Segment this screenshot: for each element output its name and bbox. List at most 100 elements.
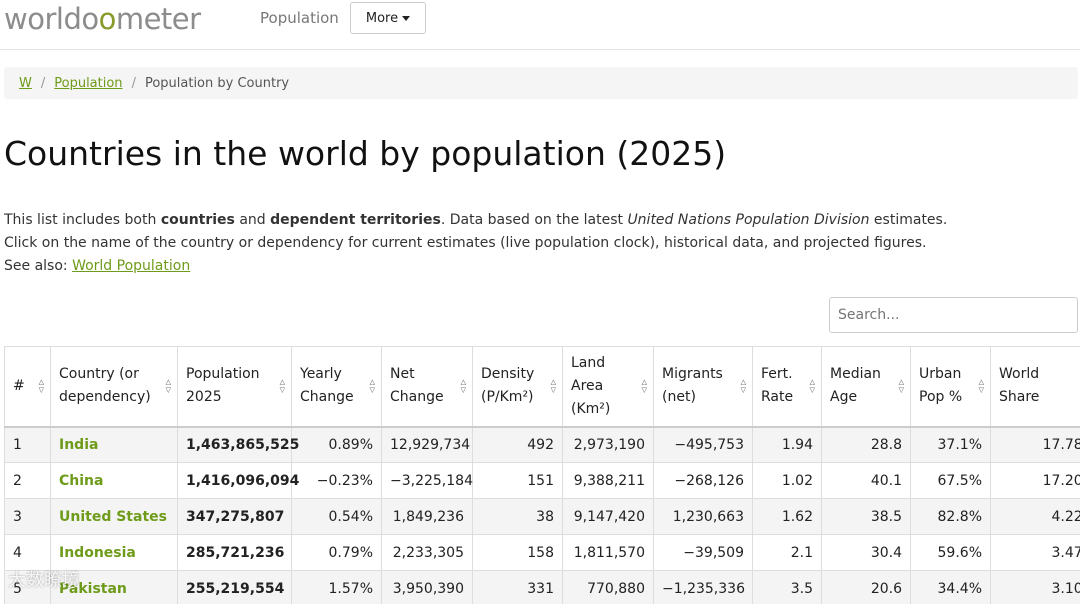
data-cell: 1,849,236 — [381, 498, 473, 535]
column-header-label: Population — [186, 366, 260, 383]
data-cell: 1.02 — [752, 462, 822, 499]
column-header-label: 2025 — [186, 389, 222, 406]
more-dropdown-button[interactable]: More — [350, 2, 426, 34]
sort-icon[interactable]: △ ▽ — [978, 378, 984, 395]
sort-icon[interactable]: △ ▽ — [641, 378, 647, 395]
population-table: # △ ▽ Country (or dependency) △ ▽ Population 202… — [4, 346, 1080, 604]
sort-icon[interactable]: △ ▽ — [550, 378, 556, 395]
column-header-label: Fert. — [761, 366, 793, 383]
data-cell: 3.47% — [990, 534, 1080, 571]
data-cell: 1.62 — [752, 498, 822, 535]
data-cell: 2,233,305 — [381, 534, 473, 571]
intro-line-1: This list includes both countries and de… — [4, 212, 948, 228]
data-cell: 2.1 — [752, 534, 822, 571]
rank-cell: 1 — [4, 426, 51, 463]
column-header-label: Density — [481, 366, 535, 383]
country-link[interactable]: Indonesia — [50, 534, 178, 571]
breadcrumb-population-link[interactable]: Population — [54, 75, 123, 91]
column-header-label: (Km²) — [571, 400, 611, 417]
data-cell: 1.94 — [752, 426, 822, 463]
data-cell: 20.6 — [821, 570, 911, 604]
intro-text: This list includes both countries and de… — [4, 209, 947, 278]
sort-icon[interactable]: △ ▽ — [898, 378, 904, 395]
country-link[interactable]: Pakistan — [50, 570, 178, 604]
column-header-label: Land — [571, 354, 606, 371]
sort-icon[interactable]: △ ▽ — [809, 378, 815, 395]
country-link[interactable]: China — [50, 462, 178, 499]
column-header-label: dependency) — [59, 389, 151, 406]
watermark: 大数瞭境 — [8, 570, 80, 591]
data-cell: 38 — [472, 498, 563, 535]
column-header[interactable]: Country (or dependency) △ ▽ — [50, 346, 178, 428]
population-cell: 347,275,807 — [177, 498, 292, 535]
column-header[interactable]: Density (P/Km²) △ ▽ — [472, 346, 563, 428]
column-header-label: Share — [999, 389, 1040, 406]
column-header-label: (net) — [662, 389, 696, 406]
data-cell: 82.8% — [910, 498, 991, 535]
column-header-label: (P/Km²) — [481, 389, 534, 406]
column-header-label: Area — [571, 377, 604, 394]
sort-icon[interactable]: △ ▽ — [740, 378, 746, 395]
column-header[interactable]: Migrants (net) △ ▽ — [653, 346, 753, 428]
data-cell: 12,929,734 — [381, 426, 473, 463]
population-cell: 255,219,554 — [177, 570, 292, 604]
data-cell: 30.4 — [821, 534, 911, 571]
data-cell: −39,509 — [653, 534, 753, 571]
data-cell: 28.8 — [821, 426, 911, 463]
data-cell: 492 — [472, 426, 563, 463]
column-header[interactable]: Net Change △ ▽ — [381, 346, 473, 428]
table-row: 3 United States 347,275,807 0.54% 1,849,236 3… — [4, 498, 1080, 535]
data-cell: 38.5 — [821, 498, 911, 535]
data-cell: 151 — [472, 462, 563, 499]
data-cell: 9,147,420 — [562, 498, 654, 535]
column-header[interactable]: Fert. Rate △ ▽ — [752, 346, 822, 428]
column-header[interactable]: Median Age △ ▽ — [821, 346, 911, 428]
table-row: 4 Indonesia 285,721,236 0.79% 2,233,305 158 1,… — [4, 534, 1080, 571]
column-header-label: Migrants — [662, 366, 723, 383]
sort-icon[interactable]: △ ▽ — [165, 378, 171, 395]
column-header-label: Urban — [919, 366, 962, 383]
breadcrumb-home-link[interactable]: W — [19, 75, 32, 91]
column-header[interactable]: Population 2025 △ ▽ — [177, 346, 292, 428]
intro-line-2: Click on the name of the country or depe… — [4, 235, 927, 251]
column-header-label: Country (or — [59, 366, 139, 383]
country-link[interactable]: India — [50, 426, 178, 463]
sort-icon[interactable]: △ ▽ — [279, 378, 285, 395]
top-navbar: worldoometer Population More — [0, 0, 1080, 50]
data-cell: 1,230,663 — [653, 498, 753, 535]
sort-icon[interactable]: △ ▽ — [38, 378, 44, 395]
data-cell: 1,811,570 — [562, 534, 654, 571]
column-header-label: Median — [830, 366, 881, 383]
table-row: 2 China 1,416,096,094 −0.23% −3,225,184 151 9,… — [4, 462, 1080, 499]
column-header[interactable]: Yearly Change △ ▽ — [291, 346, 382, 428]
data-cell: −3,225,184 — [381, 462, 473, 499]
country-link[interactable]: United States — [50, 498, 178, 535]
data-cell: 34.4% — [910, 570, 991, 604]
population-cell: 285,721,236 — [177, 534, 292, 571]
data-cell: 37.1% — [910, 426, 991, 463]
column-header[interactable]: # △ ▽ — [4, 346, 51, 428]
population-cell: 1,416,096,094 — [177, 462, 299, 499]
column-header[interactable]: Urban Pop % △ ▽ — [910, 346, 991, 428]
nav-population-link[interactable]: Population — [260, 9, 339, 27]
population-cell: 1,463,865,525 — [177, 426, 299, 463]
search-input[interactable] — [829, 297, 1078, 333]
table-row: 5 Pakistan 255,219,554 1.57% 3,950,390 331 770… — [4, 570, 1080, 604]
world-population-link[interactable]: World Population — [72, 258, 191, 274]
data-cell: −268,126 — [653, 462, 753, 499]
sort-icon[interactable]: △ ▽ — [369, 378, 375, 395]
breadcrumb: W / Population / Population by Country — [4, 67, 1078, 99]
intro-line-3: See also: World Population — [4, 258, 191, 274]
page-title: Countries in the world by population (20… — [4, 134, 727, 173]
data-cell: 770,880 — [562, 570, 654, 604]
column-header[interactable]: Land Area (Km²) △ ▽ — [562, 346, 654, 428]
column-header-label: Age — [830, 389, 858, 406]
sort-icon[interactable]: △ ▽ — [460, 378, 466, 395]
population-table-container: # △ ▽ Country (or dependency) △ ▽ Population 202… — [4, 346, 1080, 604]
site-logo[interactable]: worldoometer — [4, 2, 201, 36]
breadcrumb-current: Population by Country — [144, 75, 290, 91]
data-cell: 17.78% — [990, 426, 1080, 463]
breadcrumb-separator: / — [131, 75, 136, 91]
rank-cell: 2 — [4, 462, 51, 499]
